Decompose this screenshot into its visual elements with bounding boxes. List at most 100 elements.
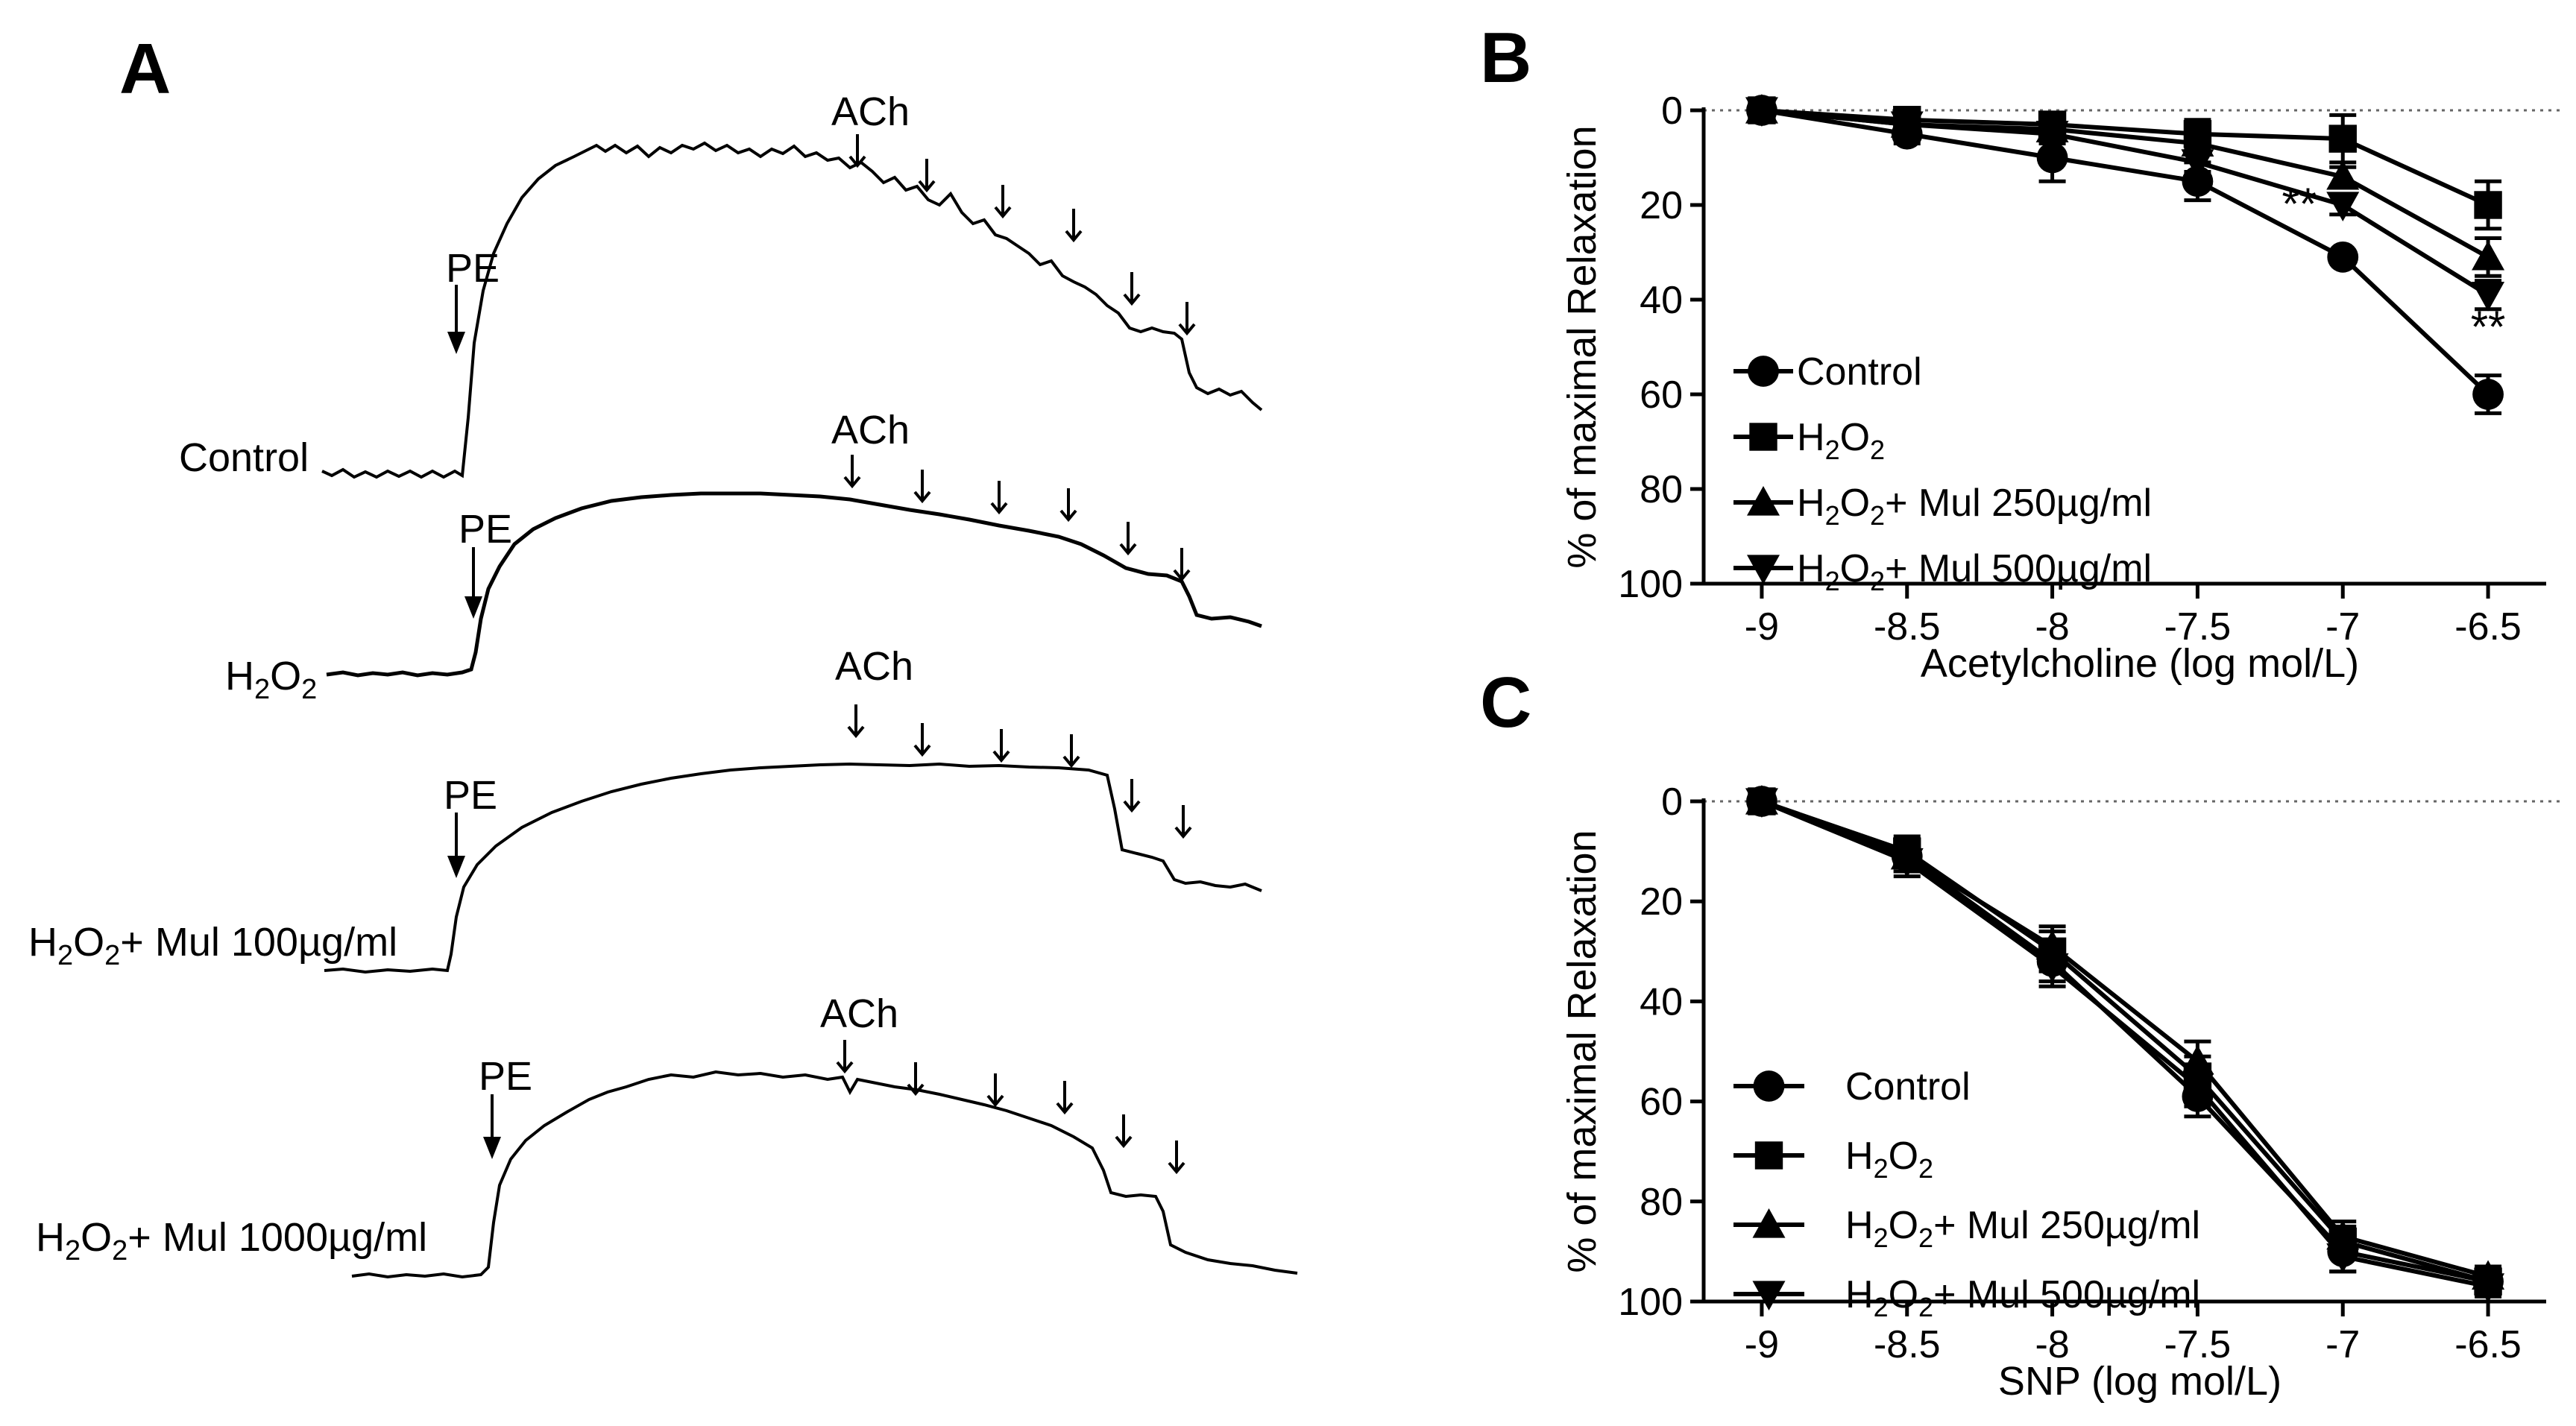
data-point-triangle-down — [1745, 788, 1778, 818]
tension-trace — [321, 141, 1263, 479]
chart-b: 0 20 40 60 80 100 -9 -8.5 -8 -7.5 -7 -6.5 Acetylchol… — [1560, 89, 2561, 686]
x-tick-label: -8.5 — [1874, 1323, 1941, 1366]
x-tick-label: -9 — [1745, 1323, 1779, 1366]
x-axis-label: SNP (log mol/L) — [1998, 1359, 2281, 1404]
pe-label: PE — [444, 773, 497, 818]
data-point-triangle-down — [2035, 953, 2069, 983]
legend-entry: H2O2+ Mul 250µg/ml — [1733, 1204, 2200, 1253]
data-point-triangle-up — [2472, 240, 2505, 271]
significance-label: ** — [2281, 179, 2317, 229]
y-tick-label: 20 — [1640, 880, 1683, 924]
trace-label: H2O2+ Mul 1000µg/ml — [36, 1215, 427, 1266]
trace-label: H2O2+ Mul 100µg/ml — [28, 920, 397, 971]
trace-h2o2-mul-1000: H2O2+ Mul 1000µg/ml PE ACh — [36, 991, 1298, 1279]
data-point-triangle-down — [1745, 97, 1778, 127]
chart-c: 0 20 40 60 80 100 -9 -8.5 -8 -7.5 -7 -6.5 SNP (log m… — [1560, 780, 2561, 1404]
y-tick-label: 0 — [1661, 780, 1683, 824]
panel-a-label: A — [119, 29, 171, 109]
series-line — [1760, 799, 2489, 1289]
legend-entry: H2O2+ Mul 250µg/ml — [1733, 482, 2152, 531]
ach-dose-arrows — [848, 134, 1196, 336]
pe-label: PE — [446, 246, 500, 291]
tension-trace — [324, 762, 1262, 974]
y-tick-label: 100 — [1618, 1281, 1683, 1324]
panel-b: B 0 20 40 60 80 100 -9 -8.5 -8 -7.5 -7 -6.5 Acetylch… — [1480, 18, 2561, 686]
data-point-circle — [2472, 379, 2504, 410]
x-axis-label: Acetylcholine (log mol/L) — [1921, 641, 2359, 686]
legend-label: H2O2+ Mul 500µg/ml — [1797, 547, 2152, 596]
pe-arrowhead — [465, 596, 482, 619]
y-axis-label: % of maximal Relaxation — [1560, 830, 1605, 1272]
panel-c-label: C — [1480, 663, 1531, 742]
legend-entry: H2O2+ Mul 500µg/ml — [1733, 1273, 2200, 1322]
data-point-triangle-up — [1747, 486, 1780, 516]
x-tick-label: -7.5 — [2164, 605, 2232, 649]
data-point-triangle-down — [2035, 121, 2069, 151]
series-line — [1761, 108, 2490, 207]
legend-label: H2O2 — [1797, 416, 1885, 465]
y-tick-label: 20 — [1640, 184, 1683, 227]
data-point-circle — [2327, 241, 2359, 273]
ach-label: ACh — [835, 644, 913, 689]
data-point-triangle-down — [1752, 1281, 1786, 1310]
y-tick-label: 80 — [1640, 1181, 1683, 1224]
y-tick-label: 40 — [1640, 279, 1683, 322]
y-tick-label: 0 — [1661, 89, 1683, 133]
data-point-triangle-down — [2326, 192, 2360, 221]
panel-c: C 0 20 40 60 80 100 -9 -8.5 -8 -7.5 -7 -6.5 SNP (log… — [1480, 663, 2561, 1404]
data-point-triangle-down — [2181, 149, 2214, 179]
data-point-square — [1754, 1141, 1783, 1170]
pe-label: PE — [459, 507, 512, 552]
legend-entry: H2O2 — [1733, 416, 1885, 465]
series-triangle-down — [1745, 97, 2505, 312]
series-line — [1761, 108, 2490, 297]
pe-label: PE — [479, 1054, 532, 1099]
legend-entry: Control — [1733, 350, 1922, 394]
pe-arrowhead — [483, 1137, 501, 1159]
y-tick-label: 60 — [1640, 373, 1683, 417]
ach-dose-arrows — [847, 704, 1192, 839]
trace-label: H2O2 — [225, 654, 317, 705]
legend-label: Control — [1797, 350, 1922, 394]
data-point-circle — [1748, 356, 1779, 387]
series-line — [1761, 108, 2490, 397]
series-line — [1761, 108, 2490, 259]
x-tick-label: -8 — [2035, 605, 2069, 649]
legend-label: H2O2+ Mul 250µg/ml — [1845, 1204, 2200, 1253]
legend-label: H2O2 — [1845, 1135, 1933, 1184]
x-tick-label: -9 — [1745, 605, 1779, 649]
ach-label: ACh — [820, 991, 898, 1036]
trace-control: Control PE ACh — [179, 89, 1263, 480]
ach-label: ACh — [831, 89, 910, 134]
data-point-triangle-down — [1890, 848, 1924, 878]
data-point-triangle-down — [2472, 1273, 2505, 1303]
ach-dose-arrows — [843, 455, 1191, 582]
pe-arrowhead — [447, 856, 465, 878]
panel-a: A Control PE ACh H2O2 PE AC — [28, 29, 1298, 1279]
data-point-circle — [1753, 1070, 1785, 1102]
data-point-square — [1749, 423, 1777, 451]
y-tick-label: 60 — [1640, 1081, 1683, 1124]
trace-h2o2: H2O2 PE ACh — [225, 408, 1262, 705]
data-point-circle — [2036, 142, 2068, 174]
y-tick-label: 40 — [1640, 980, 1683, 1023]
x-tick-label: -6.5 — [2454, 1323, 2522, 1366]
pe-arrowhead — [447, 332, 465, 354]
data-point-triangle-down — [1890, 111, 1924, 142]
legend: Control H2O2 H2O2+ Mul 250µg/ml H2O2+ Mul 5… — [1733, 350, 2152, 596]
x-tick-label: -8.5 — [1874, 605, 1941, 649]
data-point-triangle-down — [1747, 555, 1780, 584]
y-tick-label: 100 — [1618, 563, 1683, 606]
significance-label: ** — [2471, 302, 2506, 352]
legend-entry: H2O2 — [1733, 1135, 1933, 1184]
data-point-triangle-up — [2326, 160, 2360, 190]
y-axis-label: % of maximal Relaxation — [1560, 125, 1605, 568]
data-point-square — [2328, 124, 2357, 153]
data-point-triangle-down — [2472, 282, 2505, 312]
x-tick-label: -6.5 — [2454, 605, 2522, 649]
y-tick-label: 80 — [1640, 468, 1683, 511]
legend-entry: H2O2+ Mul 500µg/ml — [1733, 547, 2152, 596]
data-point-square — [2474, 191, 2502, 219]
trace-label: Control — [179, 435, 309, 480]
